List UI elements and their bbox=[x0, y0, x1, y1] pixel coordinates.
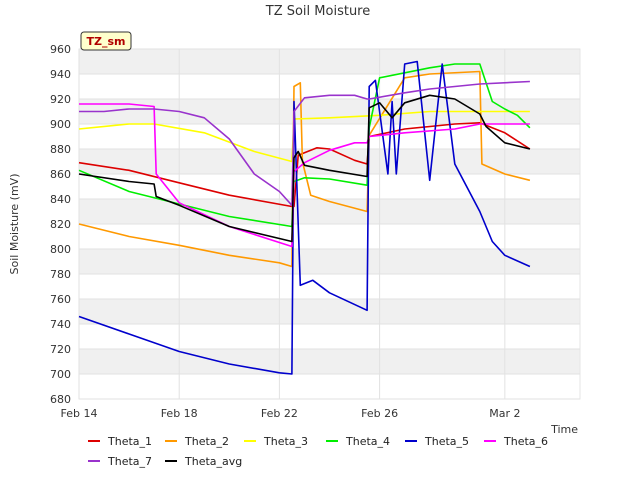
y-tick-label: 760 bbox=[50, 293, 71, 306]
plot-band bbox=[79, 249, 580, 274]
y-tick-label: 920 bbox=[50, 93, 71, 106]
y-axis-title: Soil Moisture (mV) bbox=[8, 174, 21, 275]
plot-band bbox=[79, 224, 580, 249]
y-tick-label: 960 bbox=[50, 43, 71, 56]
x-tick-label: Feb 18 bbox=[161, 407, 198, 420]
series-lines bbox=[78, 60, 531, 375]
legend-label-theta-2: Theta_2 bbox=[184, 435, 229, 448]
plot-band bbox=[79, 299, 580, 324]
y-tick-label: 720 bbox=[50, 343, 71, 356]
plot-band bbox=[79, 199, 580, 224]
y-tick-label: 700 bbox=[50, 368, 71, 381]
legend-label-theta-7: Theta_7 bbox=[107, 455, 152, 468]
y-tick-label: 940 bbox=[50, 68, 71, 81]
y-tick-label: 740 bbox=[50, 318, 71, 331]
series-line-theta-avg bbox=[78, 94, 531, 243]
series-line-theta-5 bbox=[78, 60, 531, 375]
plot-band bbox=[79, 49, 580, 74]
plot-band bbox=[79, 349, 580, 374]
legend-label-theta-6: Theta_6 bbox=[503, 435, 548, 448]
station-badge-label: TZ_sm bbox=[87, 35, 126, 48]
y-tick-label: 900 bbox=[50, 118, 71, 131]
y-axis-ticks: 680 700 720 740 760 780 800 820 840 860 880 900 920 9… bbox=[50, 43, 71, 406]
chart-title: TZ Soil Moisture bbox=[265, 4, 371, 19]
series-line-theta-1 bbox=[78, 122, 531, 208]
y-tick-label: 780 bbox=[50, 268, 71, 281]
x-tick-label: Feb 14 bbox=[61, 407, 98, 420]
legend-label-theta-3: Theta_3 bbox=[263, 435, 308, 448]
legend: Theta_1 Theta_2 Theta_3 Theta_4 Theta_5 Theta… bbox=[88, 435, 548, 468]
series-line-theta-7 bbox=[79, 80, 530, 207]
legend-label-theta-1: Theta_1 bbox=[107, 435, 152, 448]
legend-label-theta-4: Theta_4 bbox=[345, 435, 390, 448]
plot-band bbox=[79, 274, 580, 299]
y-tick-label: 680 bbox=[50, 393, 71, 406]
legend-label-theta-5: Theta_5 bbox=[424, 435, 469, 448]
plot-band bbox=[79, 374, 580, 399]
x-axis-ticks: Feb 14 Feb 18 Feb 22 Feb 26 Mar 2 bbox=[61, 407, 521, 420]
y-tick-label: 860 bbox=[50, 168, 71, 181]
series-line-theta-6 bbox=[79, 103, 530, 248]
x-tick-label: Mar 2 bbox=[489, 407, 520, 420]
y-tick-label: 820 bbox=[50, 218, 71, 231]
station-badge: TZ_sm bbox=[80, 31, 132, 51]
y-tick-label: 840 bbox=[50, 193, 71, 206]
series-line-theta-2 bbox=[78, 70, 531, 268]
station-badge-box bbox=[80, 31, 132, 51]
legend-label-theta-avg: Theta_avg bbox=[184, 455, 242, 468]
y-tick-label: 880 bbox=[50, 143, 71, 156]
x-tick-label: Feb 22 bbox=[261, 407, 298, 420]
grid-lines bbox=[78, 48, 580, 400]
x-tick-label: Feb 26 bbox=[361, 407, 398, 420]
y-tick-label: 800 bbox=[50, 243, 71, 256]
x-axis-title: Time bbox=[550, 423, 578, 436]
